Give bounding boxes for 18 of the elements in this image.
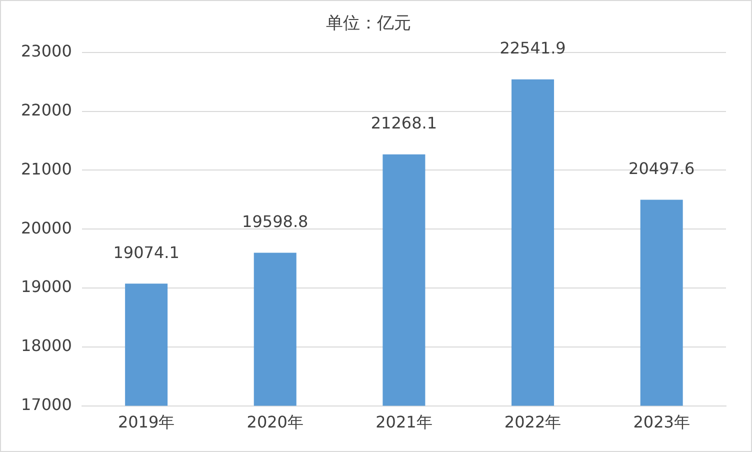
y-tick-label: 21000 xyxy=(20,159,72,178)
y-tick-label: 19000 xyxy=(20,277,72,296)
data-label: 20497.6 xyxy=(628,158,695,178)
x-tick-label: 2020年 xyxy=(246,412,304,432)
chart-title: 单位：亿元 xyxy=(326,14,411,34)
data-label: 19074.1 xyxy=(113,242,180,262)
x-tick-label: 2022年 xyxy=(504,412,562,432)
y-tick-label: 20000 xyxy=(20,218,72,238)
data-label: 19598.8 xyxy=(242,212,308,231)
x-tick-label: 2023年 xyxy=(633,412,690,432)
y-tick-label: 23000 xyxy=(20,42,72,61)
data-label: 22541.9 xyxy=(500,38,566,58)
y-tick-label: 22000 xyxy=(20,100,72,120)
x-tick-label: 2019年 xyxy=(118,412,175,432)
y-tick-label: 17000 xyxy=(20,394,72,414)
data-label: 21268.1 xyxy=(370,114,438,133)
x-tick-label: 2021年 xyxy=(376,412,432,432)
y-tick-label: 18000 xyxy=(20,336,72,356)
